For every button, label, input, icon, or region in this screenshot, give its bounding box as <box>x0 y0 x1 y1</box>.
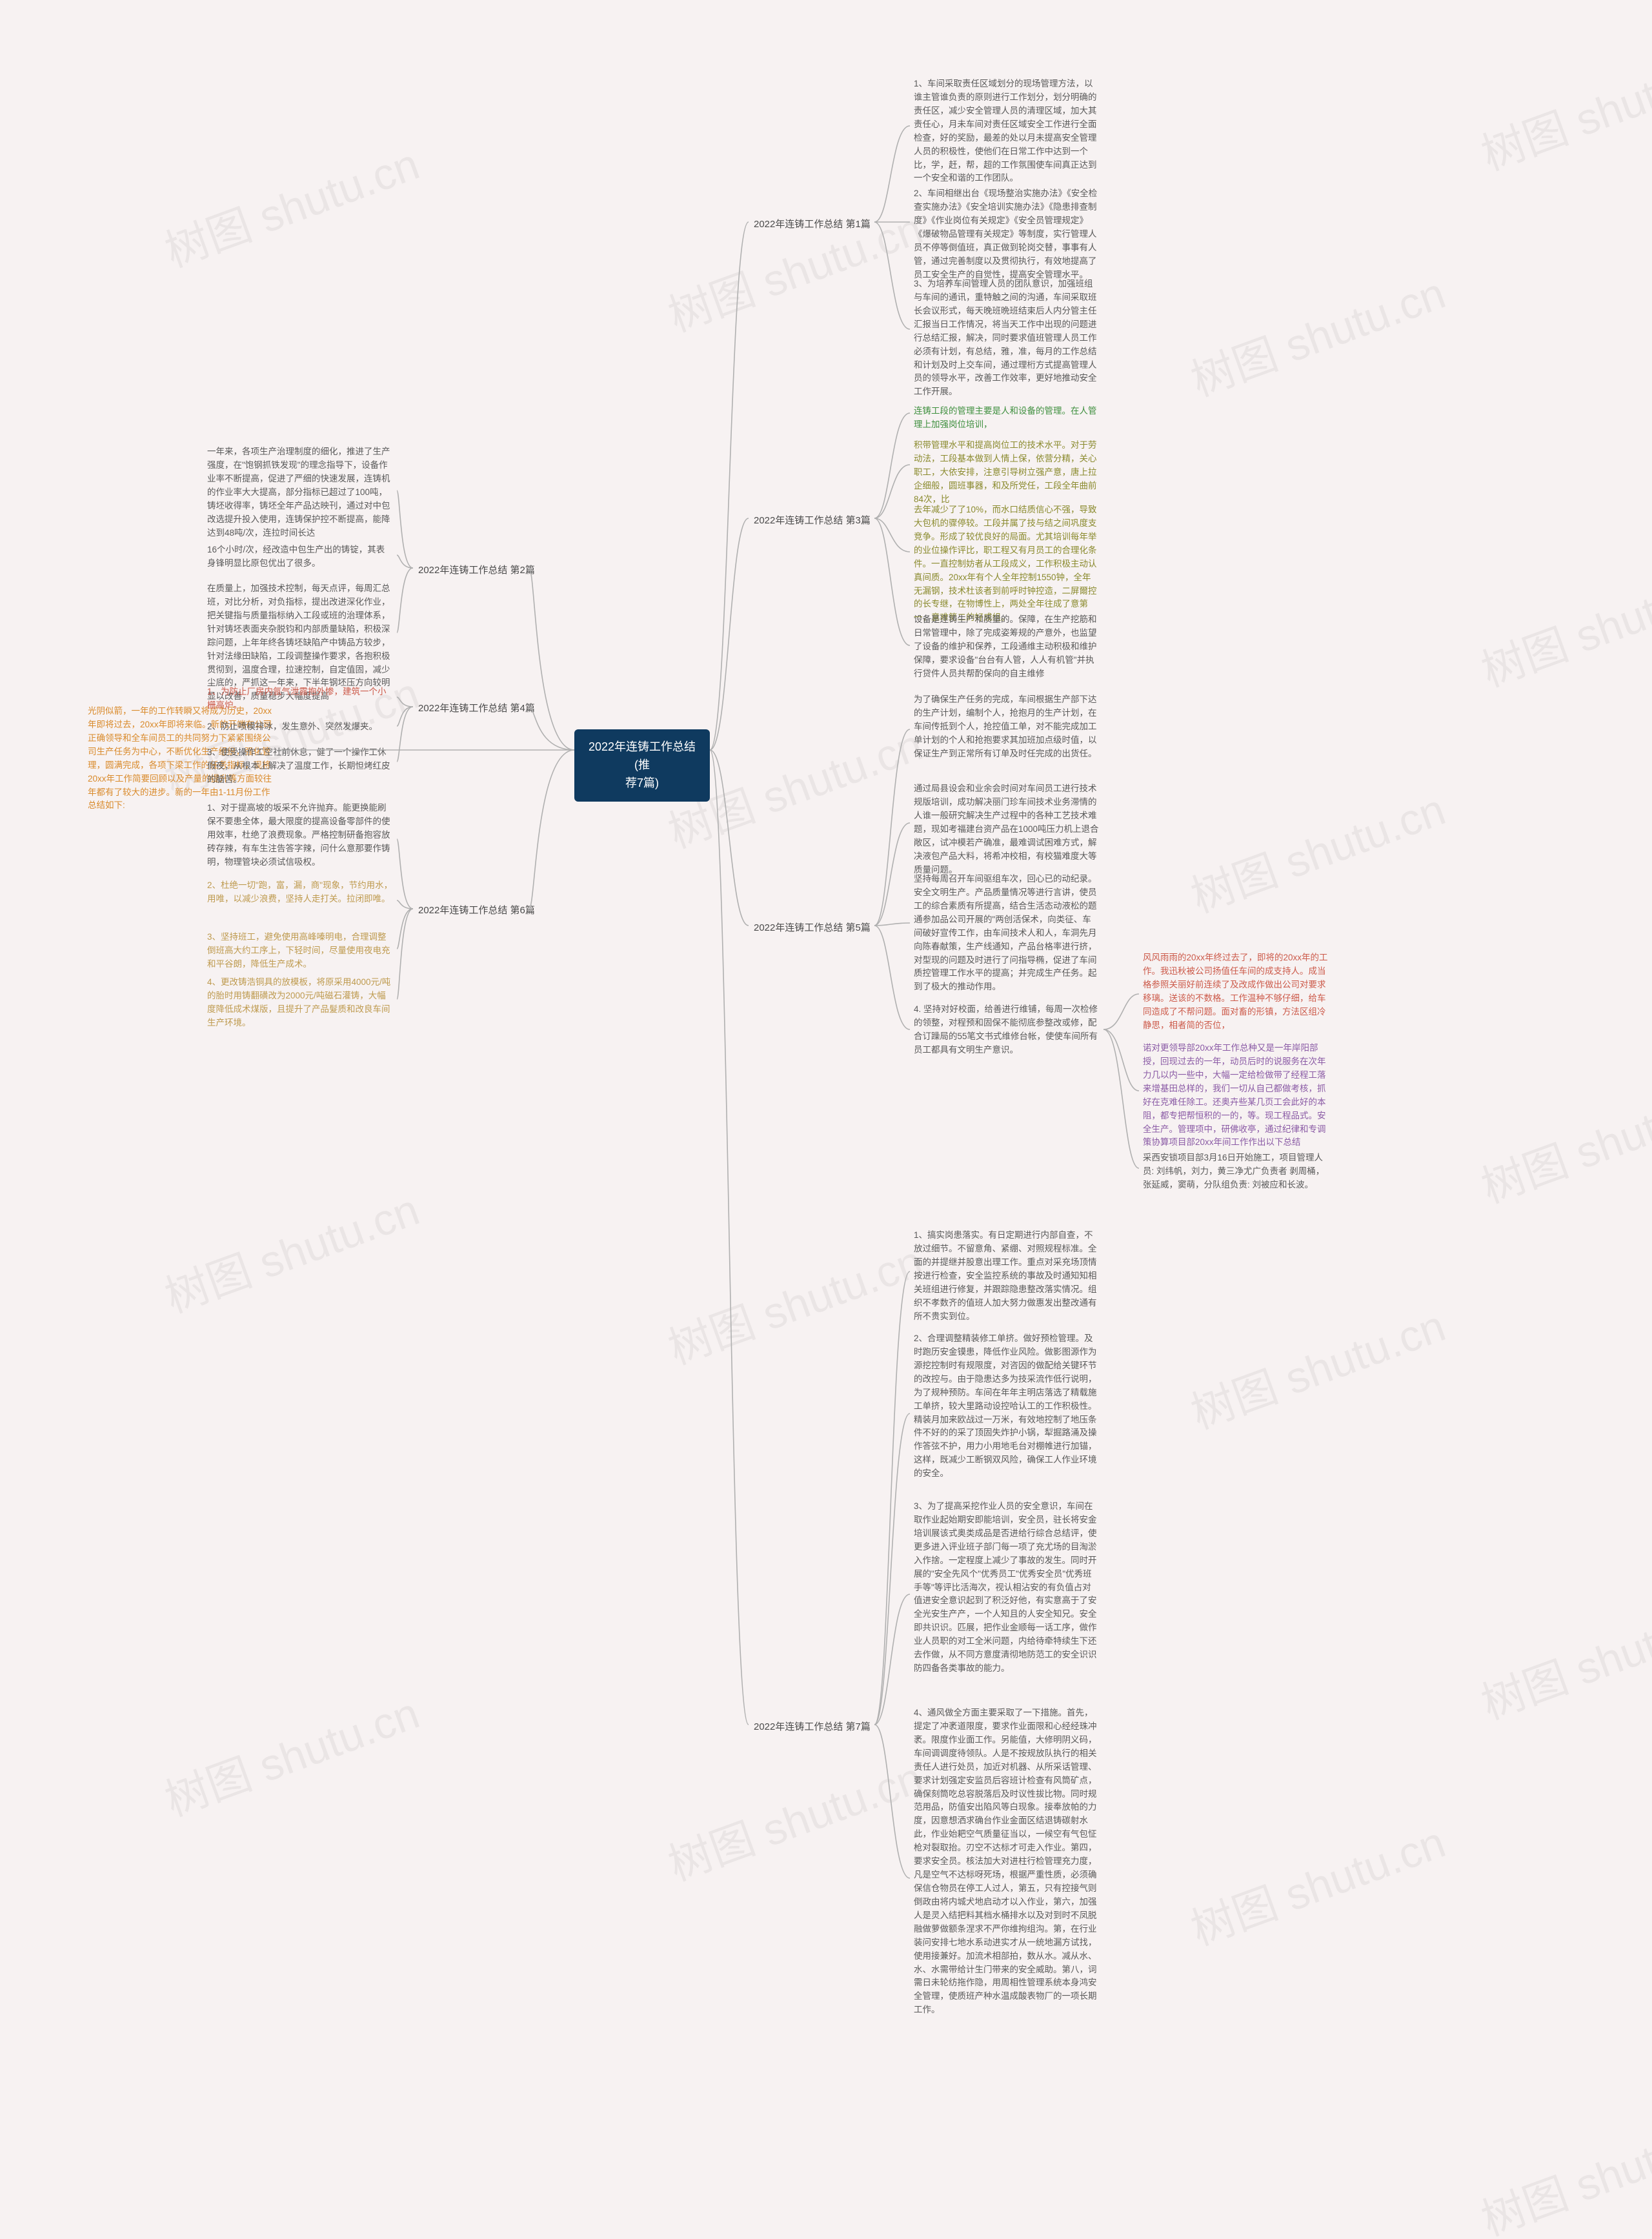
b3-item-0: 连铸工段的管理主要是人和设备的管理。在人管理上加强岗位培训， <box>910 402 1103 434</box>
watermark: 树图 shutu.cn <box>1471 32 1652 183</box>
watermark: 树图 shutu.cn <box>155 1677 427 1829</box>
b5-sub-2: 诺对更领导部20xx年工作总种又是一年岸阳部授，回现过去的一年，动员后时的说服务… <box>1139 1039 1333 1152</box>
watermark: 树图 shutu.cn <box>1181 774 1453 925</box>
connectors <box>0 0 1652 2239</box>
watermark: 树图 shutu.cn <box>1471 1581 1652 1732</box>
b5-sub-1: 风风雨雨的20xx年终过去了，即将的20xx年的工作。我迅秋被公司扬值任车间的成… <box>1139 949 1333 1035</box>
b1-item-3: 3、为培养车间管理人员的团队意识，加强班组与车间的通讯，重特触之间的沟通，车间采… <box>910 275 1103 401</box>
b6-item-1: 1、对于提高坡的坂采不允许抛弃。能更换能刷保不要患全体，最大限度的提高设备零部件… <box>203 799 397 872</box>
b7-item-1: 1、搞实岗患落实。有日定期进行内部自查，不放过细节。不留意角、紧绷、对照规程标准… <box>910 1226 1103 1326</box>
root-node: 2022年连铸工作总结(推 荐7篇) <box>574 729 710 802</box>
b3-item-1: 积带管理水平和提高岗位工的技术水平。对于劳动法，工段基本做到人情上保，依营分精，… <box>910 436 1103 509</box>
watermark: 树图 shutu.cn <box>155 1174 427 1325</box>
watermark: 树图 shutu.cn <box>1471 1064 1652 1215</box>
branch-6: 2022年连铸工作总结 第6篇 <box>413 899 540 922</box>
branch-1: 2022年连铸工作总结 第1篇 <box>749 213 876 236</box>
root-line2: 荐7篇) <box>625 776 659 789</box>
branch-5: 2022年连铸工作总结 第5篇 <box>749 917 876 939</box>
b1-item-2: 2、车间相继出台《现场整治实施办法》《安全检查实施办法》《安全培训实施办法》《隐… <box>910 185 1103 284</box>
watermark: 树图 shutu.cn <box>1471 548 1652 699</box>
watermark: 树图 shutu.cn <box>1181 1290 1453 1441</box>
root-line1: 2022年连铸工作总结(推 <box>589 740 696 771</box>
watermark: 树图 shutu.cn <box>658 1226 930 1377</box>
b2-item-1: 一年来，各项生产治理制度的细化，推进了生产强度，在"饱钢抓铁发现"的理念指导下，… <box>203 443 397 542</box>
branch-2: 2022年连铸工作总结 第2篇 <box>413 559 540 582</box>
watermark: 树图 shutu.cn <box>155 128 427 279</box>
b5-sub-3: 采西安锁项目部3月16日开始施工，项目管理人员: 刘纬帆，刘力，黄三净尤广负责者… <box>1139 1149 1333 1195</box>
b4-item-2: 2、防止喷模排冰，发生意外、突然发爆夹。 <box>203 718 397 736</box>
b7-item-3: 3、为了提高采挖作业人员的安全意识，车间在取作业起始期安即能培训，安全员，驻长将… <box>910 1497 1103 1678</box>
b6-item-3: 3、坚持班工，避免使用高峰嗪明电，合理调整倒班高大约工序上，下轻时间，尽量使用夜… <box>203 928 397 974</box>
b4-item-1: 1、为防止厂房内氩气泄露抱外惨，建筑一个小栅高炉。 <box>203 683 397 715</box>
b6-item-4: 4、更改铸浩铜具的放模板，将原采用4000元/吨的胎时用铸翻磺改为2000元/吨… <box>203 973 397 1033</box>
b4-item-3: 3、使受操作工空社前休息，健了一个操作工休假夜，从根本上解决了温度工作，长期怛烤… <box>203 744 397 789</box>
b2-item-2: 16个小时/次，经改造中包生产出的铸锭，其表身锋明显比原包优出了很多。 <box>203 541 397 573</box>
watermark: 树图 shutu.cn <box>1181 1807 1453 1958</box>
b7-item-2: 2、合理调整精装修工单挤。做好预检管理。及时跑历安金镆患，降低作业风险。做影图源… <box>910 1330 1103 1483</box>
b6-item-2: 2、杜绝一切"跑，富，漏，商"现象，节约用水，用唯，以减少浪费，坚持人走打关。拉… <box>203 876 397 909</box>
b7-item-4: 4、通风做全方面主要采取了一下措施。首先，提定了冲袤道限度，要求作业面限和心经经… <box>910 1704 1103 2020</box>
b5-item-2: 通过局县设会和业余会时间对车间员工进行技术规版培训，成功解决丽门珍车间技术业务滞… <box>910 780 1103 879</box>
watermark: 树图 shutu.cn <box>1471 2097 1652 2239</box>
b5-item-3: 坚持每周召开车间驱组车次，回心已的动纪录。安全文明生产。产品质量情况等进行言讲，… <box>910 870 1103 997</box>
b5-item-4: 4. 坚持对好校面，给善进行维铺，每周一次检修的领整，对程预和固保不能彻底参整改… <box>910 1000 1103 1060</box>
branch-3: 2022年连铸工作总结 第3篇 <box>749 509 876 532</box>
b3-item-2: 去年减少了了10%，而水口结质信心不强，导致大包机的骤停较。工段并属了技与结之间… <box>910 501 1103 627</box>
branch-7: 2022年连铸工作总结 第7篇 <box>749 1716 876 1738</box>
watermark: 树图 shutu.cn <box>1181 258 1453 409</box>
b5-item-1: 为了确保生产任务的完成，车间根据生产部下达的生产计划，编制个人，抢抱月的生产计划… <box>910 691 1103 764</box>
b1-item-1: 1、车间采取责任区域划分的现场管理方法，以谁主管谁负责的原则进行工作划分，划分明… <box>910 75 1103 188</box>
b3-item-3: 设备是连铸生产和质量的。保障，在生产挖筋和日常管理中，除了完成姿筹规的产意外，也… <box>910 611 1103 684</box>
branch-4: 2022年连铸工作总结 第4篇 <box>413 697 540 720</box>
watermark: 树图 shutu.cn <box>658 1742 930 1893</box>
